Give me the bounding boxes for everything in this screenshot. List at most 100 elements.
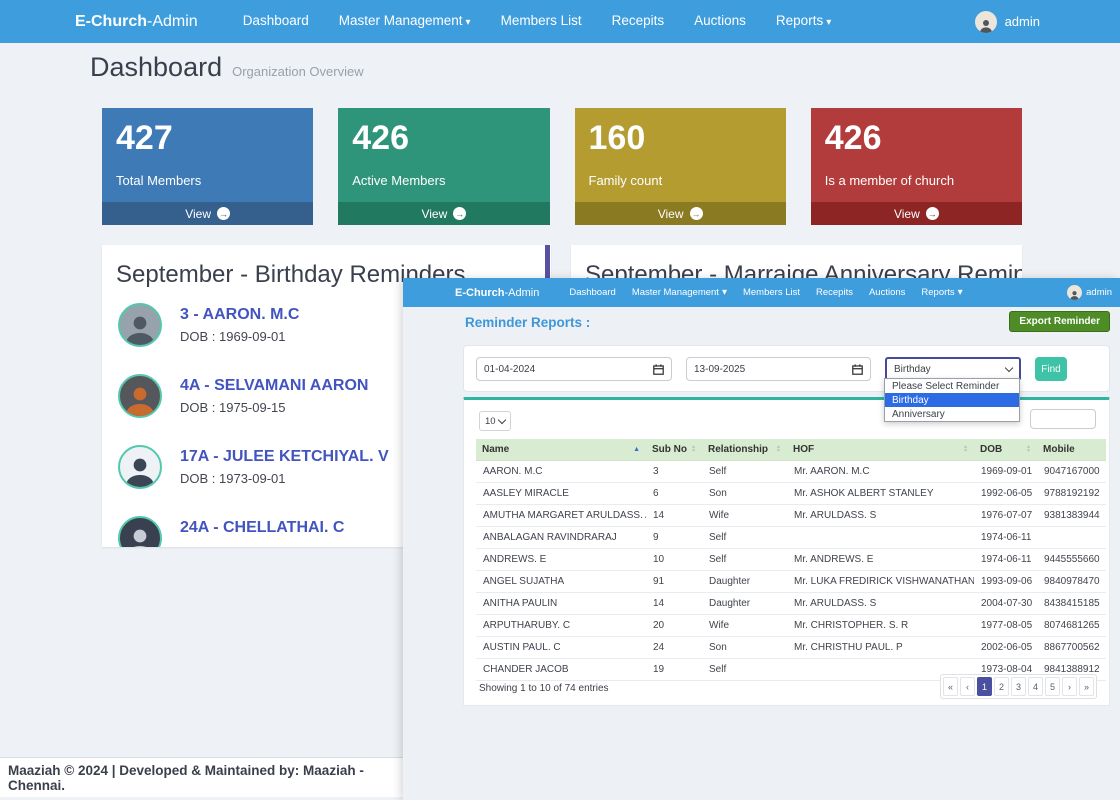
nav-item-members-list[interactable]: Members List bbox=[735, 278, 808, 307]
nav-item-master-management[interactable]: Master Management▾ bbox=[624, 278, 735, 307]
column-header-relationship[interactable]: Relationship▲▼ bbox=[702, 439, 787, 460]
table-row[interactable]: AMUTHA MARGARET ARULDASS. A14WifeMr. ARU… bbox=[476, 504, 1106, 526]
overlay-nav-items: Dashboard Master Management▾ Members Lis… bbox=[561, 278, 970, 307]
reminder-reports-window: E-Church-Admin Dashboard Master Manageme… bbox=[403, 278, 1120, 800]
column-header-dob[interactable]: DOB▲▼ bbox=[974, 439, 1037, 460]
nav-item-reports[interactable]: Reports▾ bbox=[761, 0, 846, 44]
user-name: admin bbox=[1086, 287, 1112, 298]
sort-asc-icon: ▲ bbox=[633, 446, 640, 453]
view-link[interactable]: View→ bbox=[811, 202, 1022, 225]
page-button-5[interactable]: 5 bbox=[1045, 677, 1060, 696]
column-header-mobile[interactable]: Mobile bbox=[1037, 439, 1106, 460]
last-page-button[interactable]: » bbox=[1079, 677, 1094, 696]
page-button-1[interactable]: 1 bbox=[977, 677, 992, 696]
footer-text: Maaziah © 2024 | Developed & Maintained … bbox=[8, 763, 403, 793]
dashboard-screen: E-Church-Admin Dashboard Master Manageme… bbox=[0, 0, 1120, 800]
stat-label: Family count bbox=[589, 173, 772, 188]
column-header-hof[interactable]: HOF▲▼ bbox=[787, 439, 974, 460]
stat-card-family-count: 160 Family count View→ bbox=[575, 108, 786, 225]
reports-page-title: Reminder Reports : bbox=[465, 315, 590, 330]
view-link[interactable]: View→ bbox=[575, 202, 786, 225]
user-avatar bbox=[975, 11, 997, 33]
stat-card-church-members: 426 Is a member of church View→ bbox=[811, 108, 1022, 225]
table-row[interactable]: AASLEY MIRACLE6SonMr. ASHOK ALBERT STANL… bbox=[476, 482, 1106, 504]
table-row[interactable]: AARON. M.C3SelfMr. AARON. M.C1969-09-019… bbox=[476, 460, 1106, 482]
first-page-button[interactable]: « bbox=[943, 677, 958, 696]
sort-icon: ▲▼ bbox=[963, 445, 968, 453]
page-footer: Maaziah © 2024 | Developed & Maintained … bbox=[0, 757, 403, 797]
chevron-down-icon bbox=[1005, 363, 1013, 371]
person-icon bbox=[123, 311, 157, 345]
dropdown-option-please-select[interactable]: Please Select Reminder bbox=[885, 379, 1019, 393]
to-date-input[interactable]: 13-09-2025 bbox=[686, 357, 871, 381]
person-icon bbox=[123, 453, 157, 487]
user-avatar bbox=[1067, 285, 1082, 300]
prev-page-button[interactable]: ‹ bbox=[960, 677, 975, 696]
member-avatar bbox=[118, 303, 162, 347]
table-row[interactable]: AUSTIN PAUL. C24SonMr. CHRISTHU PAUL. P2… bbox=[476, 636, 1106, 658]
nav-item-recepits[interactable]: Recepits bbox=[597, 0, 680, 44]
view-link[interactable]: View→ bbox=[338, 202, 549, 225]
nav-item-reports[interactable]: Reports▾ bbox=[913, 278, 970, 307]
calendar-icon bbox=[653, 364, 664, 375]
table-header-row: Name▲ Sub No▲▼ Relationship▲▼ HOF▲▼ DOB▲… bbox=[476, 439, 1106, 460]
member-name-link[interactable]: 24A - CHELLATHAI. C bbox=[180, 516, 344, 537]
member-avatar bbox=[118, 445, 162, 489]
member-name-link[interactable]: 17A - JULEE KETCHIYAL. V bbox=[180, 445, 389, 466]
column-header-name[interactable]: Name▲ bbox=[476, 439, 646, 460]
nav-item-members-list[interactable]: Members List bbox=[486, 0, 597, 44]
member-dob: DOB : 1973-09-01 bbox=[180, 471, 389, 486]
stat-card-total-members: 427 Total Members View→ bbox=[102, 108, 313, 225]
stat-value: 160 bbox=[589, 118, 772, 159]
arrow-circle-icon: → bbox=[690, 207, 703, 220]
chevron-down-icon bbox=[498, 415, 506, 423]
stat-value: 427 bbox=[116, 118, 299, 159]
stat-card-active-members: 426 Active Members View→ bbox=[338, 108, 549, 225]
dropdown-option-anniversary[interactable]: Anniversary bbox=[885, 407, 1019, 421]
page-head: Dashboard Organization Overview bbox=[90, 52, 364, 83]
table-summary: Showing 1 to 10 of 74 entries bbox=[479, 683, 609, 694]
nav-item-dashboard[interactable]: Dashboard bbox=[228, 0, 324, 44]
page-button-2[interactable]: 2 bbox=[994, 677, 1009, 696]
sort-icon: ▲▼ bbox=[776, 445, 781, 453]
nav-item-master-management[interactable]: Master Management▾ bbox=[324, 0, 486, 44]
column-header-sub-no[interactable]: Sub No▲▼ bbox=[646, 439, 702, 460]
app-brand[interactable]: E-Church-Admin bbox=[75, 13, 198, 31]
page-size-select[interactable]: 10 bbox=[479, 411, 511, 431]
page-button-3[interactable]: 3 bbox=[1011, 677, 1026, 696]
from-date-input[interactable]: 01-04-2024 bbox=[476, 357, 672, 381]
table-row[interactable]: ANGEL SUJATHA91DaughterMr. LUKA FREDIRIC… bbox=[476, 570, 1106, 592]
user-menu[interactable]: admin bbox=[975, 11, 1040, 33]
view-link[interactable]: View→ bbox=[102, 202, 313, 225]
nav-item-recepits[interactable]: Recepits bbox=[808, 278, 861, 307]
page-subtitle: Organization Overview bbox=[232, 64, 364, 79]
main-nav-items: Dashboard Master Management▾ Members Lis… bbox=[228, 0, 847, 44]
stat-value: 426 bbox=[352, 118, 535, 159]
table-row[interactable]: ARPUTHARUBY. C20WifeMr. CHRISTOPHER. S. … bbox=[476, 614, 1106, 636]
user-menu[interactable]: admin bbox=[1067, 285, 1112, 300]
arrow-circle-icon: → bbox=[217, 207, 230, 220]
page-button-4[interactable]: 4 bbox=[1028, 677, 1043, 696]
member-name-link[interactable]: 3 - AARON. M.C bbox=[180, 303, 299, 324]
next-page-button[interactable]: › bbox=[1062, 677, 1077, 696]
member-name-link[interactable]: 4A - SELVAMANI AARON bbox=[180, 374, 368, 395]
app-brand[interactable]: E-Church-Admin bbox=[455, 287, 539, 299]
report-table: Name▲ Sub No▲▼ Relationship▲▼ HOF▲▼ DOB▲… bbox=[476, 439, 1106, 681]
nav-item-auctions[interactable]: Auctions bbox=[861, 278, 913, 307]
find-button[interactable]: Find bbox=[1035, 357, 1067, 381]
member-avatar bbox=[118, 516, 162, 547]
table-search-input[interactable] bbox=[1030, 409, 1096, 429]
caret-down-icon: ▾ bbox=[826, 17, 831, 28]
caret-down-icon: ▾ bbox=[722, 287, 727, 298]
table-row[interactable]: ANDREWS. E10SelfMr. ANDREWS. E1974-06-11… bbox=[476, 548, 1106, 570]
table-row[interactable]: ANITHA PAULIN14DaughterMr. ARULDASS. S20… bbox=[476, 592, 1106, 614]
stat-label: Active Members bbox=[352, 173, 535, 188]
brand-bold: E-Church bbox=[75, 13, 147, 30]
nav-item-auctions[interactable]: Auctions bbox=[679, 0, 761, 44]
nav-item-dashboard[interactable]: Dashboard bbox=[561, 278, 623, 307]
person-icon bbox=[123, 524, 157, 547]
export-reminder-button[interactable]: Export Reminder bbox=[1009, 311, 1110, 332]
report-table-panel: 10 Name▲ Sub No▲▼ Relationship▲▼ HOF▲▼ D… bbox=[463, 397, 1110, 706]
table-row[interactable]: ANBALAGAN RAVINDRARAJ9Self1974-06-11 bbox=[476, 526, 1106, 548]
dropdown-option-birthday[interactable]: Birthday bbox=[885, 393, 1019, 407]
